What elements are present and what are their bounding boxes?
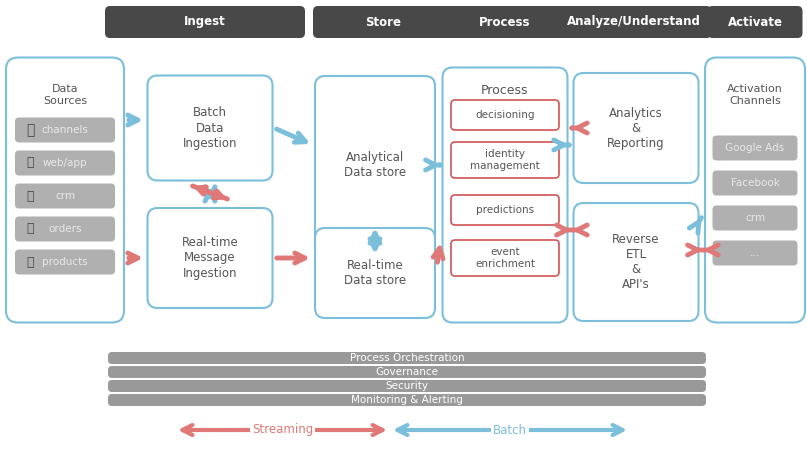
Text: Analyze/Understand: Analyze/Understand [567,15,701,28]
Text: decisioning: decisioning [475,110,535,120]
Text: Governance: Governance [375,367,438,377]
FancyBboxPatch shape [574,73,699,183]
FancyBboxPatch shape [713,170,797,195]
FancyBboxPatch shape [148,75,273,180]
FancyBboxPatch shape [108,394,706,406]
FancyBboxPatch shape [15,118,115,143]
Text: Streaming: Streaming [252,423,313,437]
FancyBboxPatch shape [708,6,802,38]
Text: Security: Security [386,381,429,391]
Text: Monitoring & Alerting: Monitoring & Alerting [351,395,463,405]
Text: ...: ... [750,248,760,258]
Text: Google Ads: Google Ads [725,143,784,153]
FancyBboxPatch shape [108,352,706,364]
FancyBboxPatch shape [148,208,273,308]
Text: channels: channels [42,125,89,135]
FancyBboxPatch shape [105,6,305,38]
Text: crm: crm [55,191,75,201]
FancyBboxPatch shape [557,6,712,38]
Text: Ingest: Ingest [184,15,226,28]
Text: Process Orchestration: Process Orchestration [349,353,464,363]
FancyBboxPatch shape [15,184,115,208]
FancyBboxPatch shape [713,240,797,266]
FancyBboxPatch shape [713,206,797,230]
Text: Activate: Activate [727,15,783,28]
Text: 🌐: 🌐 [26,123,34,137]
FancyBboxPatch shape [705,57,805,322]
FancyBboxPatch shape [108,366,706,378]
Text: Process: Process [479,15,531,28]
Text: Analytical
Data store: Analytical Data store [344,151,406,179]
Text: 🗄: 🗄 [27,189,34,202]
FancyBboxPatch shape [451,240,559,276]
FancyBboxPatch shape [313,6,453,38]
Text: Real-time
Data store: Real-time Data store [344,259,406,287]
Text: Batch: Batch [493,423,527,437]
Text: products: products [42,257,88,267]
Text: event
enrichment: event enrichment [475,247,535,269]
Text: predictions: predictions [476,205,534,215]
FancyBboxPatch shape [6,57,124,322]
Text: Process: Process [481,83,529,97]
FancyBboxPatch shape [15,216,115,241]
FancyBboxPatch shape [451,100,559,130]
Text: Batch
Data
Ingestion: Batch Data Ingestion [182,106,237,149]
Text: orders: orders [48,224,82,234]
FancyBboxPatch shape [15,151,115,175]
FancyBboxPatch shape [108,380,706,392]
FancyBboxPatch shape [713,135,797,161]
Text: Analytics
&
Reporting: Analytics & Reporting [607,106,665,149]
Text: 🛒: 🛒 [27,222,34,235]
FancyBboxPatch shape [315,228,435,318]
Text: web/app: web/app [43,158,87,168]
Text: 🖥: 🖥 [27,156,34,170]
FancyBboxPatch shape [440,6,570,38]
Text: identity
management: identity management [470,149,540,171]
Text: Store: Store [365,15,401,28]
Text: Real-time
Message
Ingestion: Real-time Message Ingestion [182,236,238,280]
Text: Facebook: Facebook [730,178,780,188]
FancyBboxPatch shape [442,68,567,322]
FancyBboxPatch shape [451,142,559,178]
Text: Activation
Channels: Activation Channels [727,84,783,106]
Text: Data
Sources: Data Sources [43,84,87,106]
Text: crm: crm [745,213,765,223]
FancyBboxPatch shape [315,76,435,254]
FancyBboxPatch shape [574,203,699,321]
FancyBboxPatch shape [451,195,559,225]
Text: Reverse
ETL
&
API's: Reverse ETL & API's [613,233,660,291]
FancyBboxPatch shape [15,249,115,275]
Text: 📦: 📦 [27,256,34,268]
